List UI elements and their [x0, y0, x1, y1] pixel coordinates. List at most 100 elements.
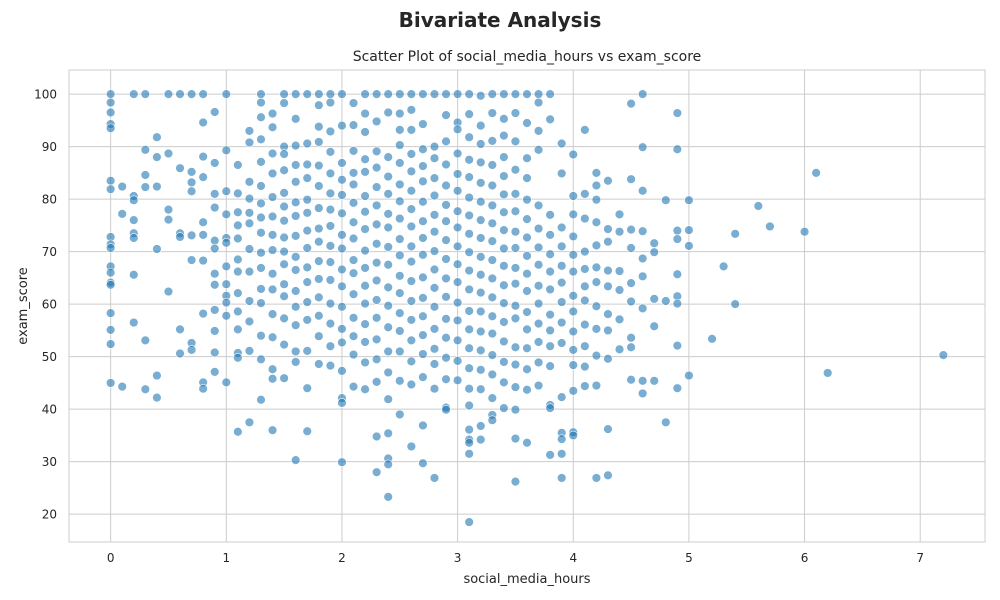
scatter-point [556, 317, 567, 328]
scatter-point [522, 232, 532, 243]
x-tick-label: 1 [222, 551, 230, 565]
y-axis-label: exam_score [16, 267, 31, 345]
scatter-point [499, 152, 509, 162]
scatter-point [464, 306, 474, 316]
scatter-point [545, 361, 555, 371]
scatter-point [545, 284, 555, 295]
scatter-point [360, 281, 370, 291]
scatter-point [314, 160, 324, 171]
scatter-point [626, 174, 636, 184]
scatter-point [418, 250, 428, 260]
scatter-point [186, 177, 197, 188]
scatter-point [406, 186, 417, 196]
scatter-point [256, 298, 266, 308]
scatter-point [233, 427, 243, 437]
scatter-point [395, 250, 405, 261]
scatter-point [267, 230, 278, 240]
scatter-point [568, 250, 578, 260]
scatter-point [568, 291, 578, 301]
scatter-point [568, 306, 578, 317]
scatter-point [383, 107, 393, 118]
scatter-point [418, 89, 428, 99]
scatter-point [464, 265, 474, 276]
scatter-point [152, 152, 162, 162]
scatter-point [360, 298, 370, 309]
scatter-point [464, 229, 474, 239]
scatter-point [210, 367, 220, 377]
scatter-point [464, 400, 474, 411]
scatter-point [105, 97, 116, 108]
scatter-point [603, 354, 613, 364]
scatter-point [406, 241, 417, 252]
scatter-point [499, 317, 509, 327]
scatter-point [395, 346, 405, 357]
scatter-point [545, 89, 555, 99]
scatter-point [406, 204, 417, 214]
scatter-point [105, 184, 116, 194]
scatter-point [476, 120, 486, 131]
scatter-point [429, 89, 440, 99]
scatter-point [221, 377, 231, 388]
scatter-point [117, 381, 127, 392]
scatter-point [684, 195, 694, 205]
y-tick-label: 70 [42, 245, 57, 259]
scatter-point [267, 364, 278, 374]
scatter-point [580, 125, 590, 135]
scatter-point [556, 222, 567, 233]
scatter-point [152, 392, 162, 403]
scatter-point [626, 342, 636, 352]
scatter-point [105, 89, 116, 99]
scatter-point [603, 281, 613, 292]
scatter-point [198, 383, 208, 394]
scatter-point [811, 168, 821, 178]
scatter-point [476, 287, 486, 298]
scatter-point [603, 424, 613, 434]
scatter-point [337, 281, 347, 292]
scatter-point [129, 89, 139, 99]
scatter-point [360, 384, 370, 394]
scatter-point [510, 227, 521, 237]
scatter-point [476, 434, 486, 445]
scatter-point [487, 393, 498, 403]
scatter-point [545, 450, 555, 460]
figure-title: Bivariate Analysis [398, 8, 602, 32]
scatter-point [314, 137, 324, 147]
scatter-point [244, 244, 255, 254]
scatter-point [383, 89, 393, 99]
scatter-point [603, 265, 613, 276]
scatter-point [938, 350, 949, 360]
scatter-point [637, 142, 648, 152]
scatter-point [371, 116, 382, 127]
scatter-point [360, 154, 370, 164]
scatter-point [452, 206, 463, 216]
scatter-point [267, 425, 278, 435]
scatter-point [244, 296, 255, 306]
scatter-point [325, 257, 336, 267]
scatter-point [395, 326, 405, 336]
scatter-point [614, 227, 625, 237]
x-tick-label: 3 [454, 551, 462, 565]
scatter-point [129, 270, 139, 280]
scatter-point [105, 308, 116, 318]
scatter-point [175, 232, 185, 242]
scatter-point [290, 320, 301, 330]
scatter-point [360, 207, 370, 217]
scatter-point [522, 173, 532, 183]
scatter-point [522, 286, 532, 296]
scatter-point [672, 234, 683, 244]
scatter-point [499, 243, 509, 254]
scatter-point [591, 380, 602, 391]
scatter-point [510, 433, 521, 444]
scatter-point [522, 364, 532, 374]
y-tick-label: 100 [34, 88, 57, 102]
scatter-point [545, 403, 555, 413]
scatter-point [580, 213, 590, 224]
scatter-point [256, 228, 266, 238]
scatter-point [499, 377, 509, 388]
scatter-point [348, 179, 359, 190]
scatter-point [441, 180, 451, 191]
scatter-point [799, 227, 810, 237]
scatter-point [429, 302, 440, 312]
scatter-point [210, 158, 220, 168]
scatter-point [464, 449, 474, 459]
